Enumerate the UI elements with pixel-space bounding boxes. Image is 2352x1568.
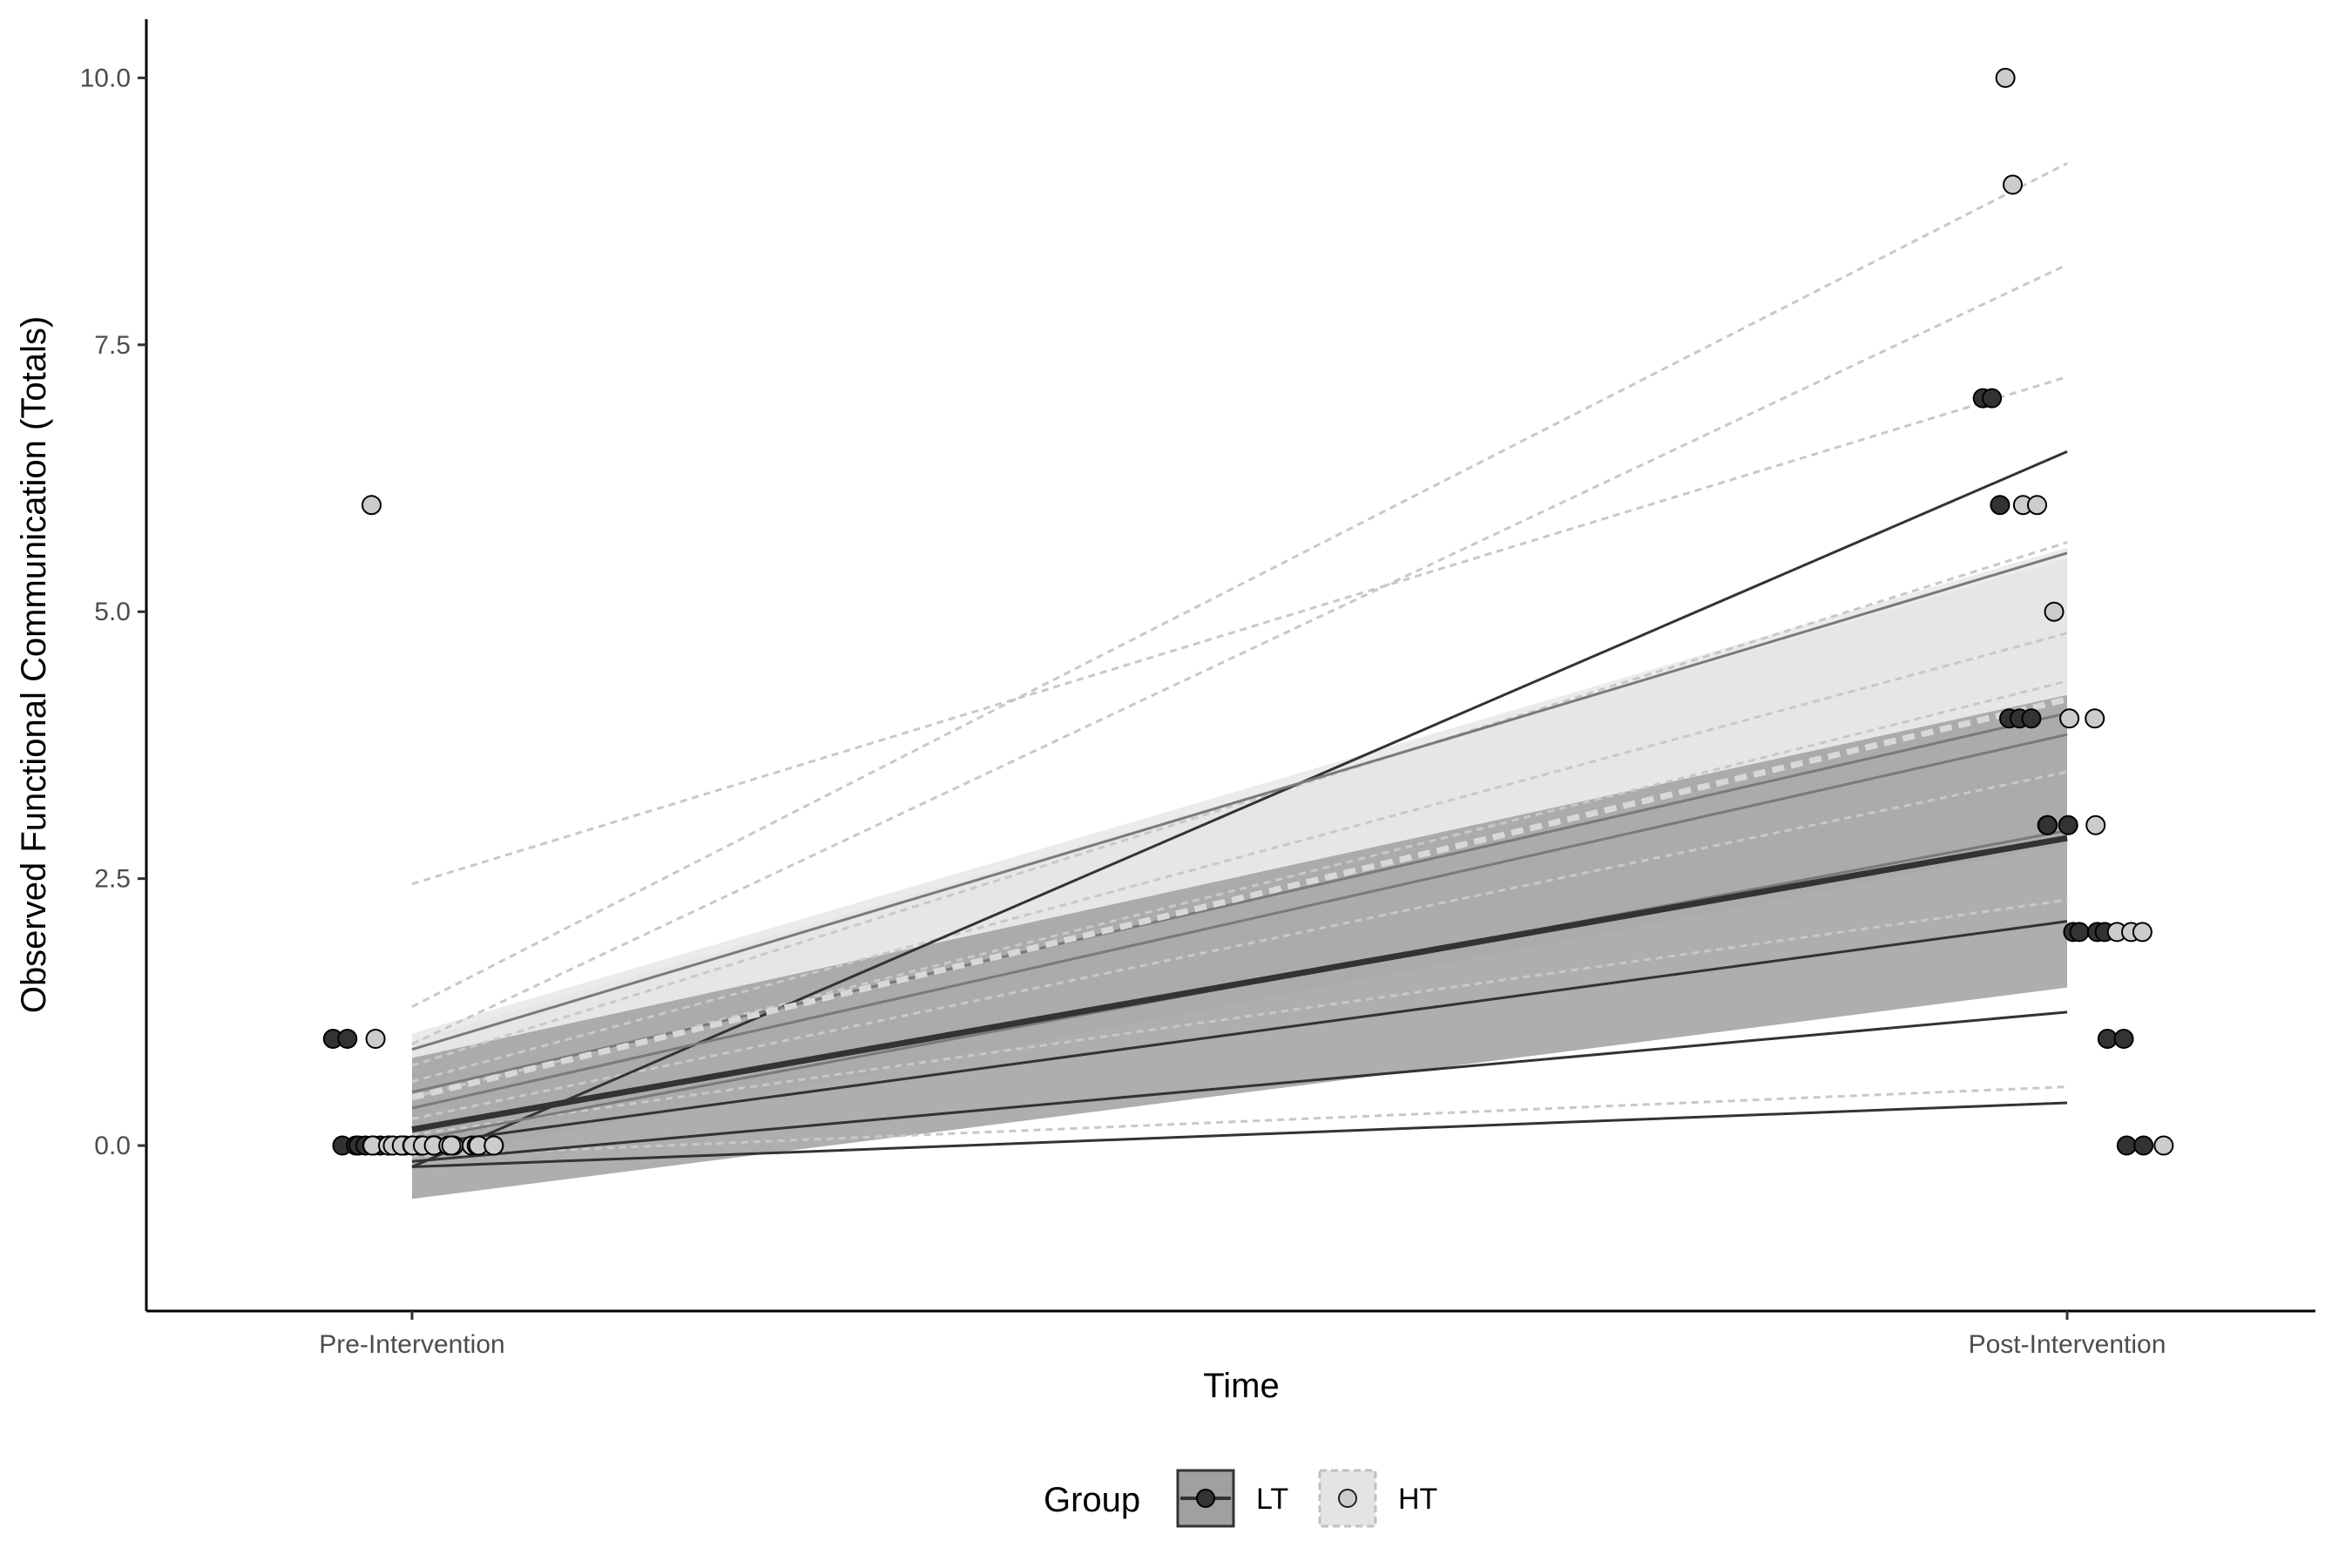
data-points [322,67,2174,1156]
legend-entry-lt: LT [1176,1469,1288,1528]
lt-fit-line-3 [411,733,2068,1110]
lt-post-point [2133,1135,2154,1156]
ht-fit-line-3 [411,541,2068,1067]
x-axis-title: Time [1203,1367,1279,1405]
legend: Group LT HT [1044,1469,1437,1528]
lt-post-point [2038,814,2058,835]
ht-pre-point [441,1135,462,1156]
lt-pre-point [337,1029,358,1049]
ht-post-point [2059,708,2080,729]
ht-fit-line-0 [411,162,2068,1009]
lt-fit-line-5 [411,920,2068,1147]
ht-fit-line-4 [411,632,2068,1083]
ht-post-point [2085,814,2106,835]
lt-fit-line-0 [411,449,2068,1168]
y-tick-label: 7.5 [94,331,131,360]
legend-title: Group [1044,1481,1140,1519]
ht-fit-line-8 [411,1085,2068,1158]
ht-pre-point [483,1135,504,1156]
axes [145,19,2315,1313]
legend-entry-ht: HT [1318,1469,1437,1528]
fit-lines [411,162,2068,1169]
lt-post-point [2069,922,2090,943]
legend-key-lt-point [1196,1489,1215,1508]
lt-post-point [1982,388,2003,409]
ht-post-point [2132,922,2153,943]
y-tick-label: 0.0 [94,1132,131,1160]
x-tick-label: Pre-Intervention [319,1330,504,1359]
ribbon-lt-0 [412,694,2067,1200]
ht-fit-line-1 [411,263,2068,1045]
ht-post-point [1995,67,2016,88]
ht-fit-line-6 [411,770,2068,1120]
legend-key-ht-point [1338,1489,1357,1508]
y-ticks: 0.0 2.5 5.0 7.5 10.0 [80,64,146,1160]
ht-mean-line [411,696,2068,1101]
lt-post-point [2021,708,2042,729]
y-tick-label: 10.0 [80,64,131,92]
ht-post-point [2003,174,2023,195]
lt-fit-line-1 [411,551,2068,1051]
legend-label-ht: HT [1398,1483,1437,1516]
lt-post-point [2113,1029,2134,1049]
ht-fit-line-2 [411,375,2068,886]
lt-mean-line [411,835,2068,1133]
ht-pre-point [362,495,382,516]
ht-post-point [2044,601,2065,622]
ht-fit-line-7 [411,898,2068,1137]
ht-post-point [2085,708,2105,729]
y-tick-label: 2.5 [94,865,131,894]
lt-fit-line-2 [411,712,2068,1094]
y-tick-label: 5.0 [94,598,131,626]
lt-post-point [1990,495,2011,516]
lt-fit-line-7 [411,1101,2068,1169]
lt-post-point [2058,814,2078,835]
ht-post-point [2153,1135,2174,1156]
ht-pre-point [365,1029,386,1049]
confidence-ribbons [412,547,2067,1200]
y-axis-title: Observed Functional Communication (Total… [15,316,53,1013]
x-ticks: Pre-Intervention Post-Intervention [319,1311,2166,1359]
ht-post-point [2027,495,2047,516]
legend-label-lt: LT [1256,1483,1288,1516]
lt-fit-line-6 [411,1010,2068,1163]
lt-post-point [2116,1135,2137,1156]
x-tick-label: Post-Intervention [1969,1330,2166,1359]
